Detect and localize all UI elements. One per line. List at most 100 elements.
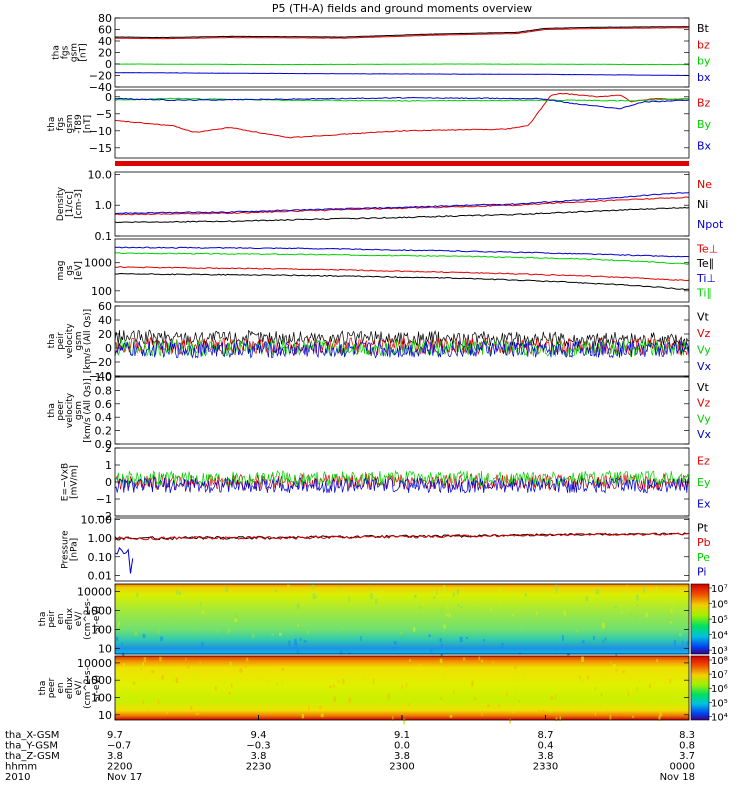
legend-Pi: Pi — [697, 566, 706, 579]
x-tick-label: 2200 — [107, 762, 132, 773]
series-temperature-0 — [114, 266, 690, 282]
x-tick-label: 8.7 — [538, 730, 554, 741]
x-row-label: tha_Z-GSM — [5, 751, 60, 762]
svg-text:tha: tha — [52, 45, 62, 60]
legend-Bz: Bz — [697, 97, 711, 110]
y-axis-label: tha peer velocity gsm [km/s (All Qs)] — [47, 378, 93, 442]
x-row-label: 2010 — [5, 772, 30, 783]
svg-text:sr-eV): sr-eV) — [92, 675, 102, 701]
colorbar-tick-label: 10⁷ — [711, 584, 728, 595]
legend-Ti⊥: Ti⊥ — [696, 272, 716, 285]
y-tick-label: −5 — [96, 108, 112, 121]
y-tick-label: 40 — [98, 35, 112, 48]
x-tick-label: 3.7 — [679, 751, 695, 762]
svg-text:(cm^2-s-: (cm^2-s- — [83, 598, 93, 640]
y-tick-label: 0.01 — [88, 569, 113, 582]
y-axis-label: Density [1/cc] [cm-3] — [56, 186, 84, 221]
legend-Bt: Bt — [697, 22, 710, 35]
legend-Vy: Vy — [697, 343, 711, 356]
panel-peir-spectrogram: 10⁷ 10⁶ 10⁵ 10⁴ 10³ 10000 1000 100 10 tha peir en ef… — [38, 583, 728, 660]
colorbar-tick-label: 10⁶ — [711, 684, 728, 695]
x-tick-label: 0.4 — [538, 741, 554, 752]
svg-text:[nT]: [nT] — [83, 115, 93, 133]
x-tick-label: 9.1 — [394, 730, 410, 741]
svg-text:gsm: gsm — [74, 401, 84, 420]
svg-text:gs: gs — [65, 265, 75, 276]
svg-text:[km/s (All Qs)]: [km/s (All Qs)] — [83, 309, 93, 373]
svg-text:gsm: gsm — [70, 43, 80, 62]
svg-text:velocity: velocity — [65, 323, 75, 359]
svg-text:tha: tha — [47, 403, 57, 418]
legend-Npot: Npot — [697, 218, 724, 231]
series-density-1 — [114, 206, 690, 224]
legend-by: by — [697, 55, 711, 68]
y-tick-label: 10 — [98, 642, 112, 655]
series-fgs-1 — [115, 27, 689, 40]
svg-text:peer: peer — [56, 400, 66, 421]
colorbar-tick-label: 10⁸ — [711, 656, 728, 667]
legend-Ni: Ni — [697, 198, 708, 211]
series-efield-1 — [114, 469, 690, 488]
legend-Vx: Vx — [697, 428, 712, 441]
data-quality-bar — [115, 161, 689, 166]
x-tick-label: −0.3 — [246, 741, 270, 752]
y-tick-label: 20 — [98, 328, 112, 341]
y-tick-label: 0.1 — [95, 230, 113, 243]
panel-temperature: 1000 100 mag gs [eV] Te⊥ Te∥ Ti⊥ Ti∥ — [56, 238, 718, 303]
svg-text:peer: peer — [47, 677, 57, 698]
plot-title: P5 (TH-A) fields and ground moments over… — [272, 2, 532, 15]
y-axis-label: tha peir velocity gsm [km/s (All Qs)] — [47, 309, 93, 373]
x-tick-label: 2330 — [533, 762, 558, 773]
svg-text:[eV]: [eV] — [74, 261, 84, 280]
series-peir-velocity-3 — [114, 340, 690, 359]
svg-text:-T89: -T89 — [74, 114, 84, 134]
svg-text:fgs: fgs — [56, 117, 66, 131]
series-pressure-1 — [115, 532, 690, 541]
svg-text:peir: peir — [47, 610, 57, 628]
legend-Te∥: Te∥ — [696, 257, 714, 270]
svg-text:[1/cc]: [1/cc] — [65, 191, 75, 217]
svg-text:fgs: fgs — [61, 45, 71, 59]
legend-Vz: Vz — [697, 397, 711, 410]
y-axis-label: E=−VxB [mV/m] — [61, 463, 80, 501]
x-tick-label: 3.8 — [251, 751, 267, 762]
legend-By: By — [697, 118, 712, 131]
x-row-label: hhmm — [5, 762, 37, 773]
legend-Vz: Vz — [697, 327, 711, 340]
colorbar-tick-label: 10³ — [711, 646, 728, 657]
legend-Bx: Bx — [697, 139, 712, 152]
y-tick-label: 0 — [105, 91, 112, 104]
series-fgs-0 — [115, 26, 689, 39]
y-tick-label: −1 — [96, 493, 112, 506]
colorbar-tick-label: 10⁵ — [711, 615, 728, 626]
y-tick-label: 1000 — [84, 257, 112, 270]
series-fgs-dip-0 — [114, 92, 690, 139]
x-tick-label: 8.3 — [679, 730, 695, 741]
y-tick-label: 0 — [105, 342, 112, 355]
svg-text:tha: tha — [38, 681, 48, 696]
svg-text:E=−VxB: E=−VxB — [61, 463, 71, 501]
series-fgs-3 — [114, 72, 690, 77]
svg-text:[cm-3]: [cm-3] — [74, 189, 84, 219]
y-tick-label: −40 — [89, 81, 112, 94]
y-tick-label: 10.00 — [81, 513, 113, 526]
legend-Vy: Vy — [697, 412, 711, 425]
y-tick-label: 40 — [98, 314, 112, 327]
svg-text:en: en — [56, 682, 66, 693]
series-fgs-2 — [114, 63, 690, 66]
y-tick-label: 80 — [98, 12, 112, 25]
legend-Vt: Vt — [697, 310, 710, 323]
legend-Vt: Vt — [697, 381, 710, 394]
x-row-label: tha_X-GSM — [5, 730, 59, 741]
colorbar — [690, 655, 710, 721]
y-tick-label: 0.2 — [95, 425, 113, 438]
series-density-0 — [114, 196, 690, 216]
y-tick-label: −15 — [89, 142, 112, 155]
y-tick-label: 0.0 — [95, 438, 113, 451]
svg-text:sr-eV): sr-eV) — [92, 606, 102, 632]
time-axis: tha_X-GSMtha_Y-GSMtha_Z-GSMhhmm20109.7−0… — [5, 715, 695, 783]
series-temperature-1 — [114, 272, 690, 291]
